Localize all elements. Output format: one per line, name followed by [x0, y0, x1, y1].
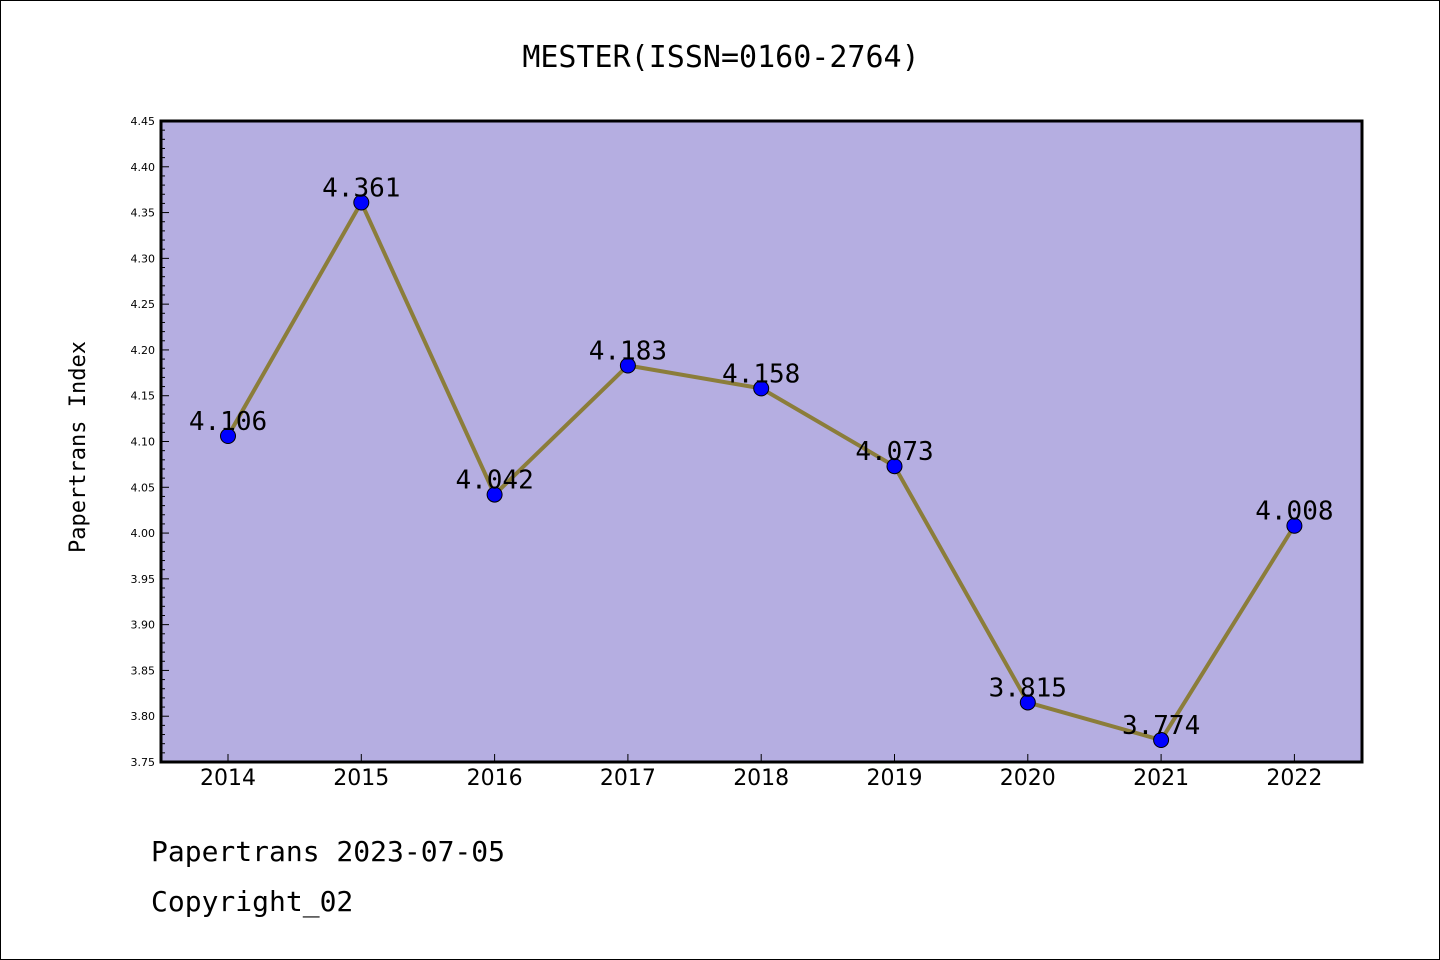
data-point	[1153, 732, 1170, 749]
y-tick-label: 4.30	[131, 252, 156, 265]
y-tick-label: 4.45	[131, 115, 156, 128]
y-tick-label: 4.20	[131, 344, 156, 357]
y-tick-label: 3.80	[131, 710, 156, 723]
data-point	[886, 458, 903, 475]
data-label: 4.158	[722, 359, 800, 389]
x-tick-label: 2018	[733, 766, 789, 791]
data-label: 4.042	[455, 466, 533, 496]
y-tick-label: 4.10	[131, 436, 156, 449]
data-label: 4.106	[189, 407, 267, 437]
data-label: 4.361	[322, 173, 400, 203]
footer-date: Papertrans 2023-07-05	[151, 835, 506, 868]
data-label: 4.008	[1255, 497, 1333, 527]
x-tick-label: 2021	[1133, 766, 1189, 791]
y-tick-label: 3.85	[131, 664, 156, 677]
x-tick-label: 2016	[467, 766, 523, 791]
y-tick-label: 3.90	[131, 619, 156, 632]
y-axis-label: Papertrans Index	[66, 341, 91, 553]
data-label: 3.774	[1122, 711, 1200, 741]
y-tick-label: 3.95	[131, 573, 156, 586]
y-tick-label: 3.75	[131, 756, 156, 769]
y-tick-label: 4.05	[131, 481, 156, 494]
x-tick-label: 2015	[333, 766, 389, 791]
y-tick-label: 4.15	[131, 390, 156, 403]
x-tick-label: 2017	[600, 766, 656, 791]
data-label: 3.815	[989, 673, 1067, 703]
data-point	[486, 486, 503, 503]
x-tick-label: 2019	[867, 766, 923, 791]
footer-copyright: Copyright_02	[151, 885, 354, 918]
data-point	[1019, 694, 1036, 711]
plot-frame	[159, 119, 1364, 764]
data-point	[753, 380, 770, 397]
chart-marks: 3.75 3.80 3.85 3.90 3.95 4.00 4.05 4.10 4.15 4.20…	[131, 115, 1334, 791]
chart-title: MESTER(ISSN=0160-2764)	[522, 40, 919, 75]
data-label: 4.183	[589, 336, 667, 366]
y-tick-label: 4.00	[131, 527, 156, 540]
data-label: 4.073	[855, 437, 933, 467]
x-tick-label: 2022	[1266, 766, 1322, 791]
y-tick-label: 4.40	[131, 161, 156, 174]
y-tick-label: 4.25	[131, 298, 156, 311]
plot-area	[161, 121, 1362, 762]
data-point	[619, 357, 636, 374]
data-point	[353, 194, 370, 211]
x-tick-label: 2020	[1000, 766, 1056, 791]
data-point	[1286, 517, 1303, 534]
x-tick-label: 2014	[200, 766, 256, 791]
y-tick-label: 4.35	[131, 207, 156, 220]
data-point	[220, 428, 236, 445]
